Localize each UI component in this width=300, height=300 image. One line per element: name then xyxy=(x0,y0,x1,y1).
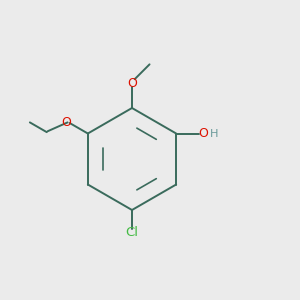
Text: O: O xyxy=(198,127,208,140)
Text: O: O xyxy=(127,76,137,90)
Text: H: H xyxy=(210,129,218,140)
Text: Cl: Cl xyxy=(125,226,139,239)
Text: O: O xyxy=(61,116,71,129)
